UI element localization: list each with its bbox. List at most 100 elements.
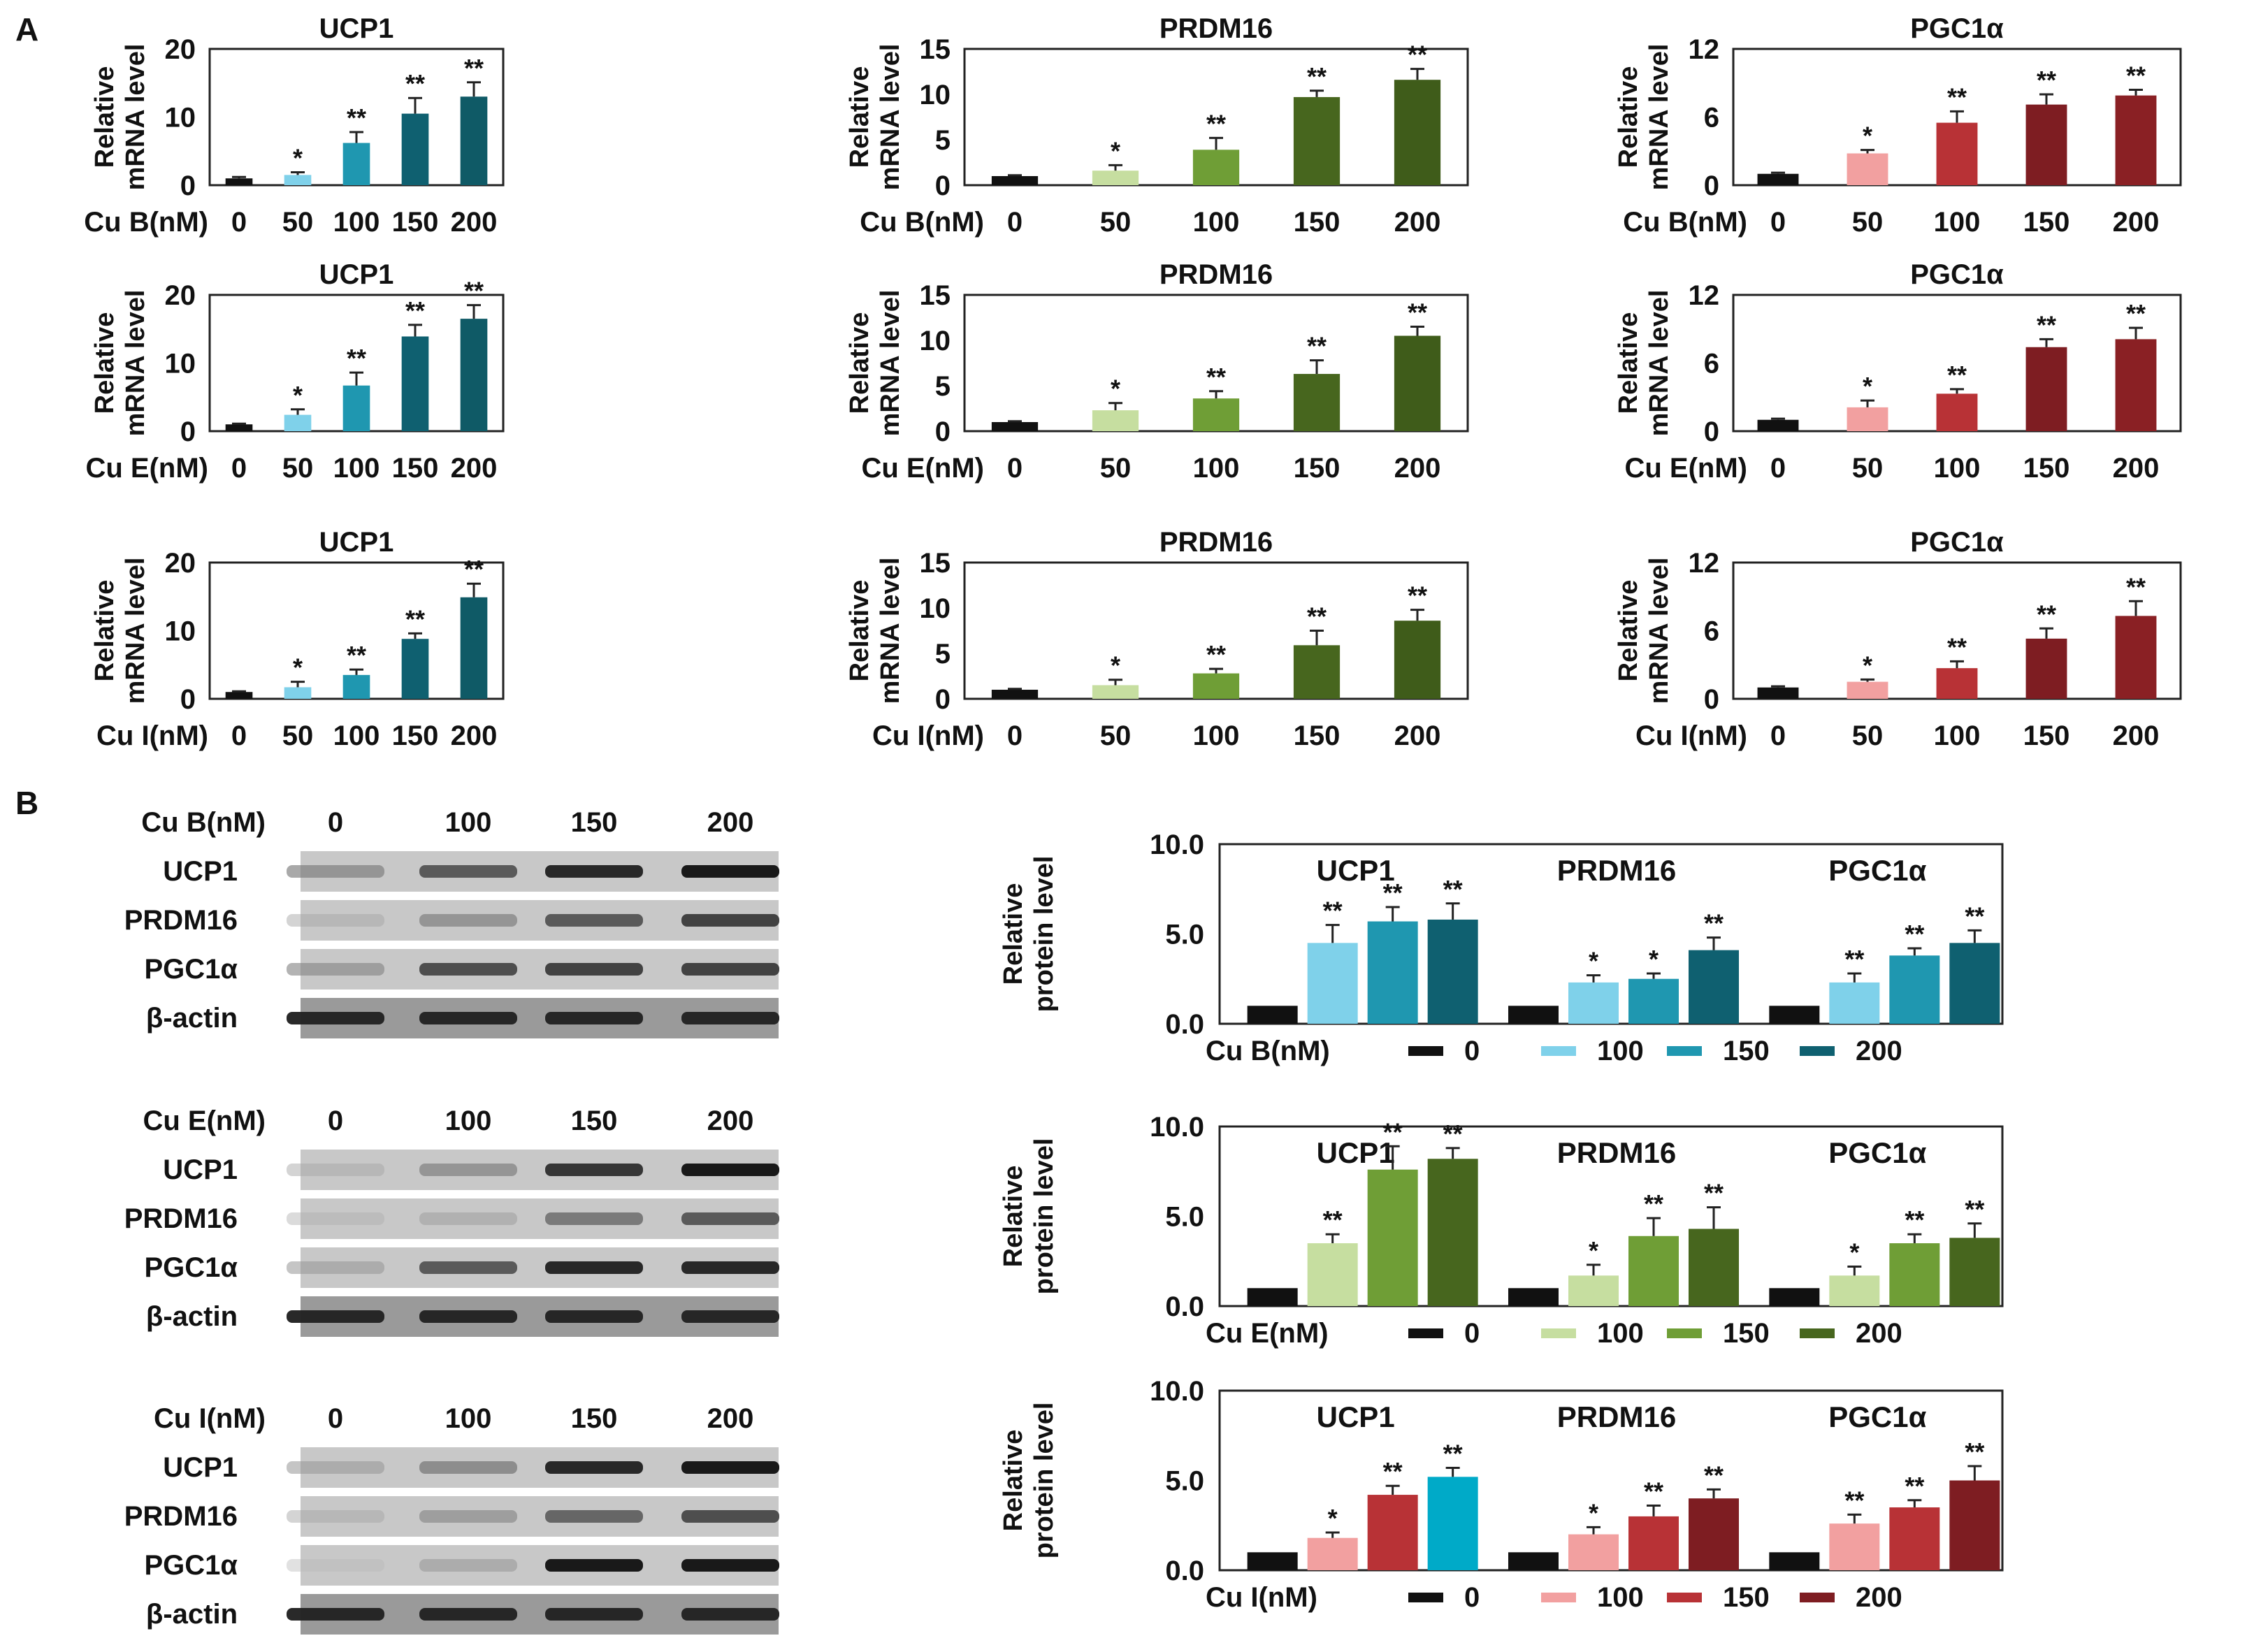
significance-label: * (293, 143, 303, 172)
bar (2025, 638, 2067, 699)
mrna-chart-1-2: PGC1α Relative mRNA level 0 6 12 0 * 50 ** 100 ** 15… (1614, 259, 2182, 484)
significance-label: ** (1947, 361, 1967, 389)
bar (1427, 1477, 1478, 1570)
mrna-chart-0-2: PGC1α Relative mRNA level 0 6 12 0 * 50 ** 100 ** 15… (1614, 13, 2182, 238)
legend-label: 200 (1856, 1036, 1902, 1066)
blot-band (681, 1012, 779, 1024)
legend-label: 100 (1597, 1036, 1644, 1066)
significance-label: ** (464, 555, 484, 584)
blot-lane-label: 150 (571, 1403, 618, 1434)
bar (1367, 921, 1418, 1024)
x-tick-label: 50 (1100, 453, 1132, 484)
bar (342, 143, 370, 185)
blot-band (681, 1310, 779, 1323)
bar (1847, 681, 1888, 699)
y-axis-label: Relative mRNA level (1614, 44, 1674, 191)
y-axis-label-line2: protein level (1029, 1138, 1059, 1295)
y-tick-label: 5 (935, 125, 951, 156)
significance-label: ** (1965, 1437, 1984, 1466)
x-tick-label: 200 (1394, 720, 1441, 751)
y-tick-label: 0 (935, 416, 951, 447)
blot-band (681, 1510, 779, 1523)
chart-title: UCP1 (319, 527, 394, 558)
x-tick-label: 150 (392, 207, 439, 238)
blot-lane-label: 0 (328, 1403, 343, 1434)
bar (1307, 943, 1358, 1024)
legend-label: 100 (1597, 1582, 1644, 1613)
chart-title: PRDM16 (1159, 13, 1273, 44)
blot-band (287, 1510, 384, 1523)
blot-row-label: PRDM16 (124, 1501, 238, 1532)
significance-label: ** (1206, 363, 1226, 391)
y-tick-label: 0 (935, 171, 951, 201)
y-axis-label-line1: Relative (999, 1166, 1028, 1268)
group-label: UCP1 (1317, 1400, 1395, 1433)
bar (1936, 393, 1978, 431)
x-tick-label: 150 (2023, 720, 2070, 751)
bar (2025, 347, 2067, 431)
legend-swatch (1408, 1328, 1443, 1338)
bar (1092, 171, 1139, 185)
bar (1568, 1275, 1619, 1306)
group-label: PGC1α (1828, 1400, 1926, 1433)
legend-swatch (1667, 1046, 1702, 1056)
y-axis-label-line1: Relative (999, 883, 1028, 985)
blot-band (419, 1212, 517, 1225)
significance-label: ** (1905, 1472, 1924, 1500)
blots-layer: Cu B(nM) 0 100 150 200 UCP1 PRDM16 PGC1α β-actin… (124, 807, 779, 1635)
y-tick-label: 5.0 (1165, 1466, 1204, 1497)
y-tick-label: 5 (935, 639, 951, 669)
bar (460, 319, 488, 431)
x-tick-label: 0 (231, 207, 247, 238)
bar (2025, 104, 2067, 185)
blot-band (681, 865, 779, 878)
blot-band (681, 963, 779, 976)
y-tick-label: 20 (165, 548, 196, 579)
bar (1247, 1552, 1298, 1570)
y-tick-label: 0 (180, 684, 196, 715)
y-tick-label: 6 (1704, 103, 1719, 133)
y-axis-label: Relative mRNA level (90, 558, 150, 704)
bar (1367, 1495, 1418, 1570)
x-tick-label: 50 (282, 720, 314, 751)
bar (1247, 1006, 1298, 1024)
bar (1092, 410, 1139, 431)
bar (991, 422, 1039, 431)
x-tick-label: 150 (392, 453, 439, 484)
bar (1293, 645, 1341, 699)
x-tick-label: 100 (1934, 453, 1981, 484)
significance-label: * (1863, 651, 1872, 679)
legend-label: 0 (1464, 1582, 1480, 1613)
y-tick-label: 10 (165, 349, 196, 379)
blot-lane-label: 200 (707, 1403, 754, 1434)
y-tick-label: 5.0 (1165, 1202, 1204, 1233)
bar (1689, 1498, 1739, 1570)
significance-label: * (1111, 651, 1120, 680)
blot-band (545, 963, 643, 976)
chart-title: PGC1α (1910, 259, 2004, 290)
y-tick-label: 12 (1689, 34, 1720, 65)
blot-band (287, 1310, 384, 1323)
y-axis-label: Relative protein level (999, 1138, 1059, 1295)
y-tick-label: 12 (1689, 280, 1720, 311)
significance-label: * (1111, 375, 1120, 403)
bar (1293, 96, 1341, 185)
bar (1949, 1480, 2000, 1570)
legend-swatch (1800, 1046, 1835, 1056)
blot-band (545, 1164, 643, 1176)
blot-band (287, 1164, 384, 1176)
blot-band (545, 1012, 643, 1024)
significance-label: * (293, 381, 303, 410)
significance-label: ** (2037, 310, 2056, 339)
significance-label: ** (405, 296, 425, 325)
significance-label: ** (347, 344, 366, 372)
y-axis-label: Relative protein level (999, 1403, 1059, 1559)
blot-lane-label: 100 (445, 1403, 492, 1434)
bar (1508, 1288, 1559, 1306)
group-label: PGC1α (1828, 1136, 1926, 1169)
x-tick-label: 150 (1294, 453, 1341, 484)
blot-band (287, 963, 384, 976)
